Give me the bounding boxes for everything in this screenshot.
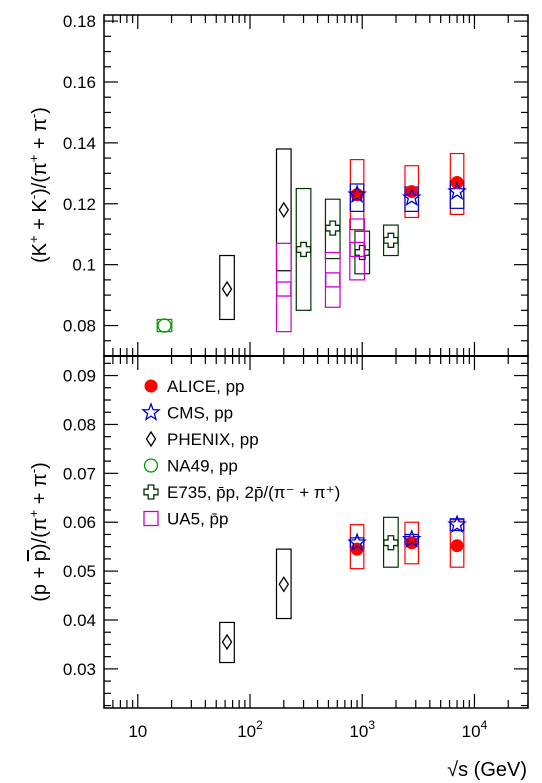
y-tick-label: 0.04 (63, 611, 96, 630)
legend: ALICE, pp CMS, pp PHENIX, pp NA49, pp E735, … (141, 377, 340, 529)
ua5-sys-box (324, 251, 341, 308)
x-tick-label: 102 (237, 718, 263, 741)
y-tick-label: 0.1 (72, 256, 96, 275)
top-ylabel-sup2: - (26, 195, 41, 199)
bottom-ylabel-b: )/(π (29, 517, 51, 550)
y-tick-label: 0.12 (63, 195, 96, 214)
ua5-marker (143, 510, 159, 527)
y-tick-label: 0.09 (63, 367, 96, 386)
e735-sys-box (324, 198, 341, 260)
cms-marker (141, 402, 161, 421)
top-ylabel-a: (K (29, 242, 51, 263)
top-ylabel-sup4: - (26, 114, 41, 118)
x-tick-label-base: 10 (128, 722, 147, 741)
bottom-y-axis-label: (p + p)/(π+ + π-) (26, 462, 51, 602)
bottom-ylabel-pbar: p (29, 550, 51, 561)
cms-sys-box (449, 518, 465, 532)
ua5-sys-box (275, 242, 292, 333)
phenix-marker (221, 280, 233, 298)
top-ylabel-c: )/(π (29, 162, 51, 195)
legend-entry-ua5: UA5, p̄p (167, 510, 228, 529)
legend-entry-na49: NA49, pp (167, 457, 238, 476)
alice-marker (350, 542, 364, 556)
cms-marker (447, 181, 467, 200)
x-tick-label-exp: 4 (481, 718, 488, 732)
legend-entry-alice: ALICE, pp (167, 377, 245, 396)
cms-marker (401, 187, 422, 207)
top-ylabel-sup1: + (26, 235, 41, 243)
e735-sys-box (295, 187, 312, 311)
e735-marker (325, 220, 341, 236)
ua5-marker (349, 241, 365, 258)
bottom-ylabel-c: + π (29, 473, 51, 510)
top-ylabel-b: + K (29, 199, 51, 236)
x-tick-label-base: 10 (462, 722, 481, 741)
cms-marker (447, 514, 467, 534)
legend-entry-e735: E735, p̄p, 2p̄/(π⁻ + π⁺) (167, 483, 340, 502)
y-tick-label: 0.16 (63, 73, 96, 92)
phenix-sys-box (219, 621, 235, 664)
top-ylabel-d: + π (29, 118, 51, 155)
x-tick-label: 103 (349, 718, 375, 741)
x-tick-label-exp: 2 (256, 718, 263, 732)
y-tick-label: 0.06 (63, 513, 96, 532)
cms-marker (347, 532, 367, 552)
tick-labels: 0.08 0.1 0.12 0.14 0.16 0.18 0.03 0.04 0.05 0.06 0… (63, 12, 488, 741)
bottom-ylabel-sup1: + (26, 510, 41, 518)
y-tick-label: 0.14 (63, 134, 96, 153)
bottom-ylabel-d: ) (29, 462, 51, 469)
y-tick-label: 0.08 (63, 317, 96, 336)
y-tick-label: 0.05 (63, 562, 96, 581)
legend-entry-phenix: PHENIX, pp (167, 430, 259, 449)
na49-marker (157, 318, 172, 333)
bottom-ylabel-sup2: - (26, 469, 41, 473)
cms-marker (401, 528, 422, 548)
phenix-marker (278, 201, 290, 219)
e735-sys-box (382, 516, 399, 568)
ua5-marker (276, 281, 292, 297)
e735-marker (383, 232, 399, 248)
e735-sys-box (354, 230, 371, 275)
alice-sys-box (449, 519, 465, 568)
phenix-sys-box (219, 254, 235, 321)
x-tick-label: 10 (128, 722, 147, 741)
legend-entry-cms: CMS, pp (167, 404, 233, 423)
tick-marks (103, 15, 529, 708)
data-markers (157, 175, 467, 651)
phenix-sys-box (275, 148, 292, 272)
cms-marker (347, 184, 367, 203)
x-axis-label: √s (GeV) (447, 759, 527, 781)
top-ylabel-sup3: + (26, 155, 41, 163)
na49-marker (143, 458, 159, 473)
x-tick-label-base: 10 (237, 722, 256, 741)
e735-marker (383, 535, 399, 551)
x-tick-label: 104 (462, 718, 488, 741)
phenix-sys-box (275, 548, 292, 620)
alice-marker (450, 539, 464, 553)
y-tick-label: 0.08 (63, 415, 96, 434)
y-tick-label: 0.07 (63, 464, 96, 483)
ua5-marker (325, 272, 341, 288)
e735-marker (354, 244, 370, 261)
top-y-axis-label: (K+ + K-)/(π+ + π-) (26, 107, 51, 263)
alice-marker (144, 379, 158, 393)
x-tick-label-exp: 3 (368, 718, 375, 732)
top-ylabel-e: ) (29, 107, 51, 114)
phenix-marker (278, 576, 290, 593)
phenix-marker (221, 633, 233, 651)
e735-sys-box (382, 224, 399, 257)
e735-marker (143, 484, 159, 500)
phenix-marker (145, 430, 157, 448)
cms-sys-box (349, 183, 365, 212)
x-tick-label-base: 10 (349, 722, 368, 741)
y-tick-label: 0.18 (63, 12, 96, 31)
y-tick-label: 0.03 (63, 660, 96, 679)
bottom-ylabel-a: (p + (29, 561, 51, 602)
e735-marker (295, 241, 312, 258)
